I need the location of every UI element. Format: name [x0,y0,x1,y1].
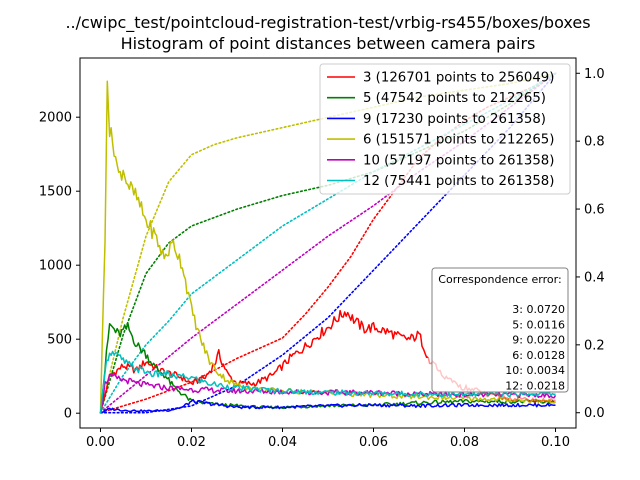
legend-label-5: 5 (47542 points to 212265) [363,91,546,106]
histogram-line-9 [100,398,556,414]
cumulative-line-10 [99,72,557,414]
annotation-frame [431,267,569,393]
y-left-tick-label: 1000 [39,259,72,274]
annotation-row: 9: 0.0220 [512,334,565,347]
annotation-row: 10: 0.0034 [505,364,565,377]
x-tick-label: 0.02 [177,435,206,450]
histogram-line-3 [99,309,429,414]
cumulative-line-5 [99,72,557,414]
y-left-tick-label: 1500 [39,185,72,200]
y-right-tick-label: 0.0 [584,406,605,421]
histogram-line-12 [99,350,556,414]
x-tick-label: 0.10 [541,435,570,450]
legend-label-6: 6 (151571 points to 212265) [363,133,554,148]
y-right-tick-label: 0.6 [584,203,605,218]
chart-title: ../cwipc_test/pointcloud-registration-te… [65,13,590,33]
axes: 0.00 0.02 0.04 0.06 0.08 0.10 0 500 1000 1500 2000… [39,57,605,450]
legend-label-9: 9 (17230 points to 261358) [363,112,546,127]
y-left-tick-label: 2000 [39,111,72,126]
annotation-row: 6: 0.0128 [512,349,565,362]
annotation-row: 3: 0.0720 [512,303,565,316]
legend-frame [319,63,571,195]
y-left-tick-label: 0 [64,407,72,422]
legend: 3 (126701 points to 256049) 5 (47542 poin… [319,63,571,195]
plot-frame [79,57,577,429]
x-tick-label: 0.00 [86,435,115,450]
annotation-row: 12: 0.0218 [505,380,565,393]
y-right-tick-label: 0.2 [584,338,605,353]
legend-label-3: 3 (126701 points to 256049) [363,71,554,86]
y-right-tick-label: 0.8 [584,135,605,150]
legend-label-12: 12 (75441 points to 261358) [363,174,554,189]
y-right-tick-label: 1.0 [584,67,605,82]
chart-subtitle: Histogram of point distances between cam… [121,34,536,53]
y-left-tick-label: 500 [47,333,72,348]
legend-label-10: 10 (57197 points to 261358) [363,153,554,168]
y-right-tick-label: 0.4 [584,270,605,285]
x-tick-label: 0.06 [359,435,388,450]
annotation-title: Correspondence error: [438,273,561,286]
correspondence-error-box: Correspondence error: 3: 0.0720 5: 0.0116 9… [431,267,569,393]
annotation-row: 5: 0.0116 [512,318,565,331]
x-tick-label: 0.08 [450,435,479,450]
x-tick-label: 0.04 [268,435,297,450]
